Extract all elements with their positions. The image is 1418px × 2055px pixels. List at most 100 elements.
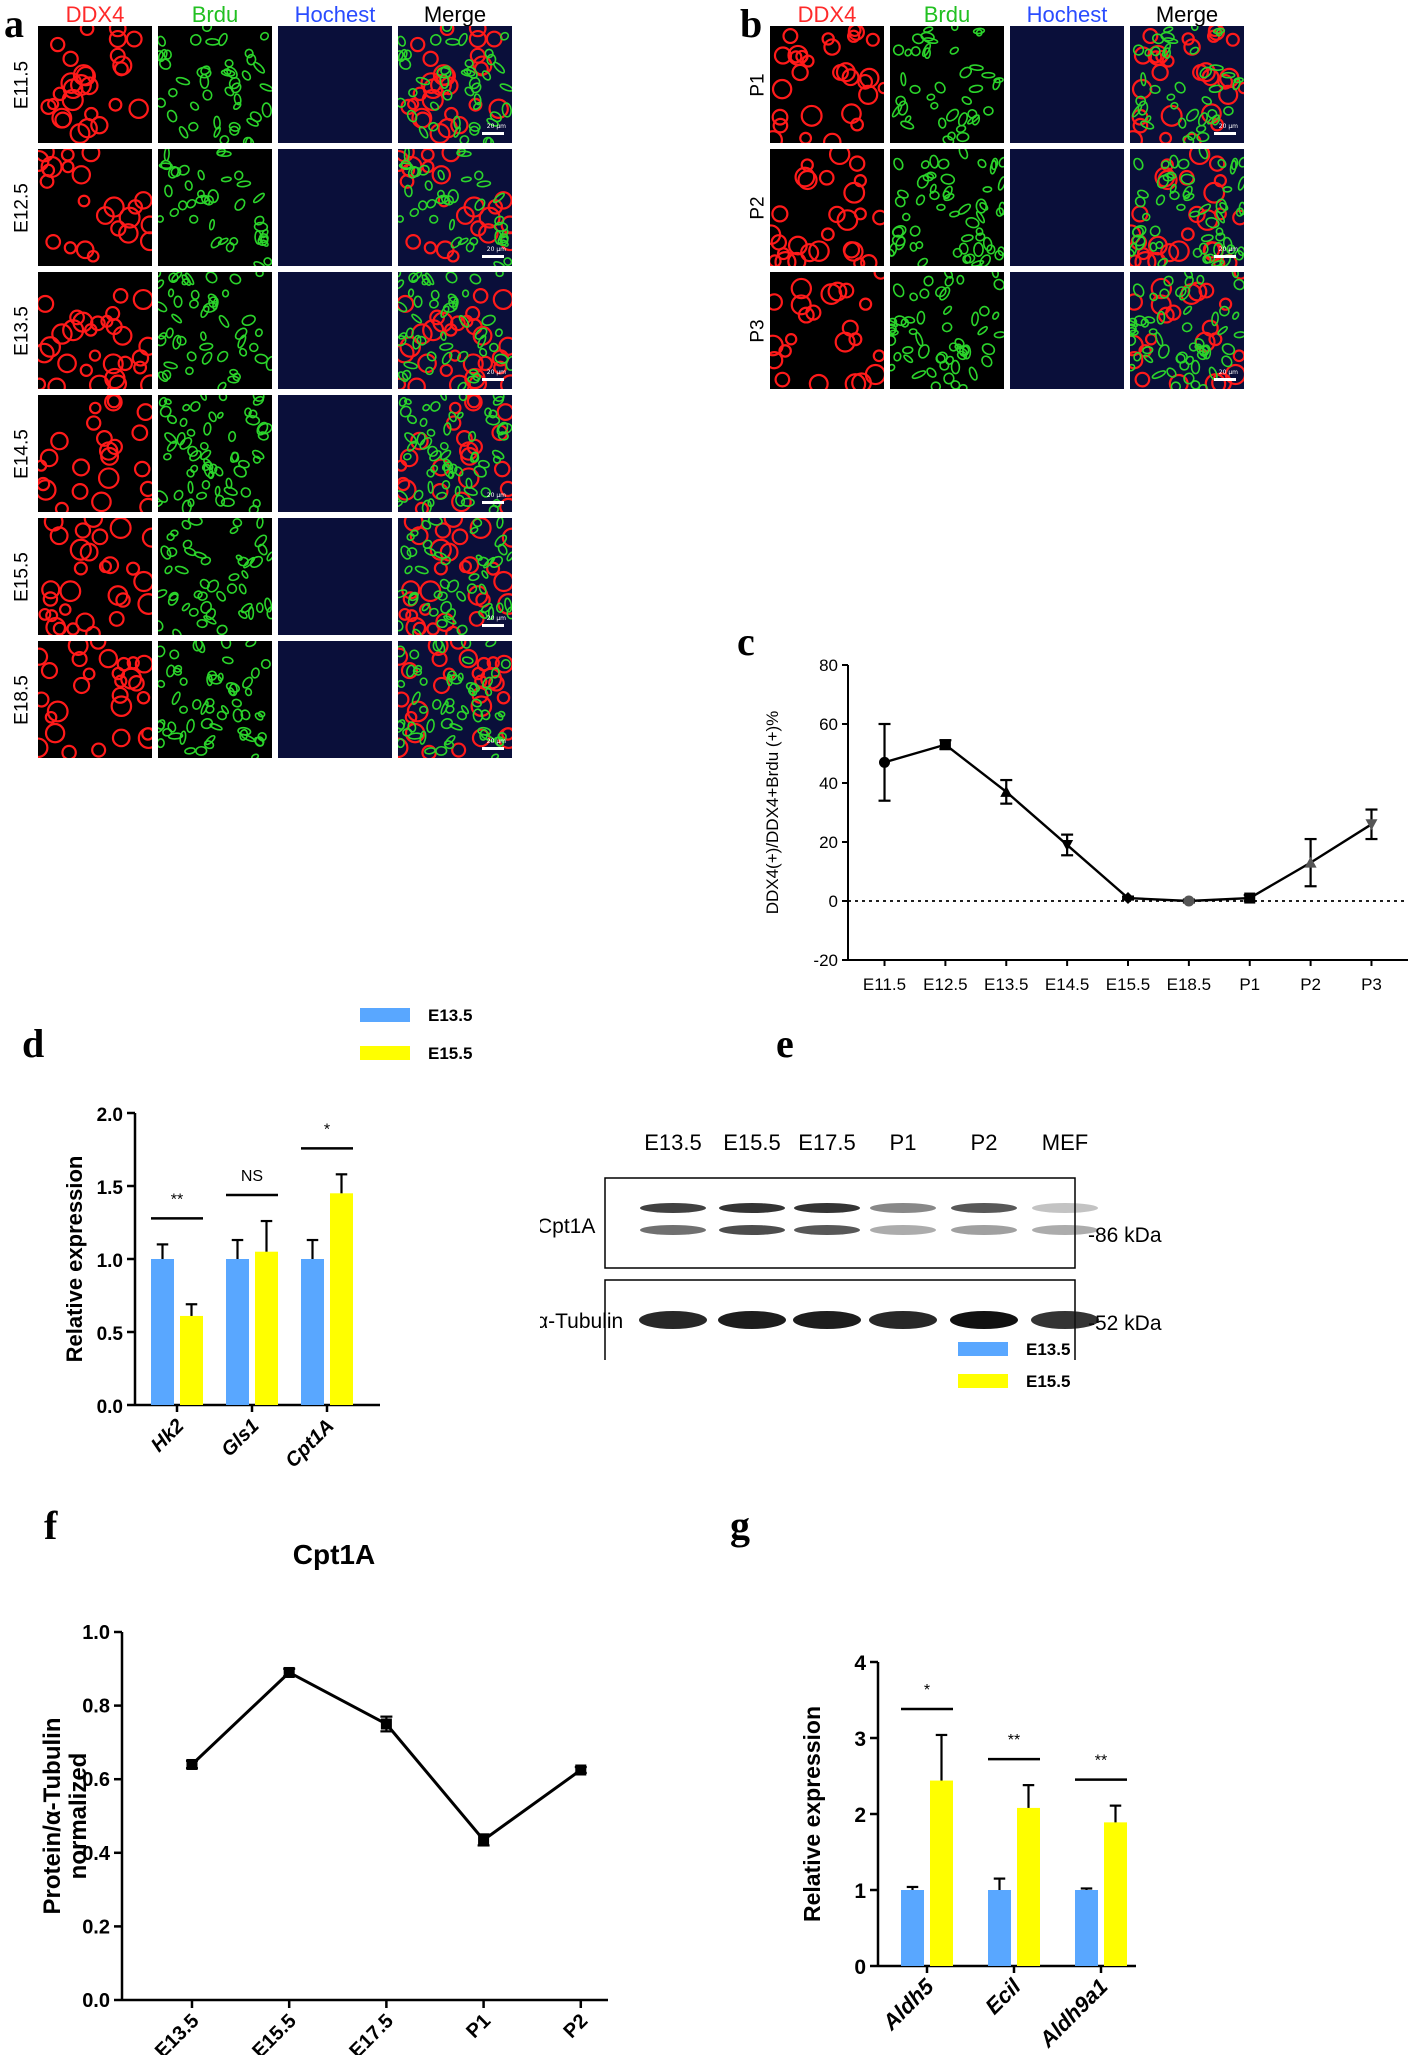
brdu-cell [416, 335, 427, 346]
brdu-cell [158, 589, 168, 599]
brdu-cell [448, 218, 456, 231]
brdu-cell [1130, 323, 1137, 335]
data-point [1183, 895, 1195, 907]
ddx4-cell [40, 662, 59, 680]
micrograph-b-p2-blue [1010, 149, 1124, 266]
brdu-cell [494, 736, 505, 747]
brdu-cell [943, 372, 955, 385]
legend-label: E13.5 [428, 1006, 472, 1025]
band-cpt1a-upper [640, 1203, 706, 1213]
x-tick-label: Hk2 [147, 1415, 189, 1457]
brdu-cell [441, 351, 453, 365]
brdu-cell [947, 131, 956, 141]
brdu-cell [471, 698, 483, 708]
brdu-cell [187, 480, 194, 494]
brdu-cell [400, 545, 412, 560]
brdu-cell [440, 331, 447, 341]
brdu-cell [192, 641, 204, 652]
brdu-cell [167, 721, 177, 733]
brdu-cell [252, 455, 262, 464]
brdu-cell [240, 487, 252, 498]
ddx4-cell [88, 349, 102, 362]
y-tick-label: 0 [829, 892, 838, 911]
ddx4-cell [499, 497, 512, 512]
ddx4-cell [110, 695, 133, 718]
brdu-cell [1148, 328, 1158, 335]
brdu-cell [890, 329, 899, 336]
brdu-cell [1130, 363, 1136, 372]
brdu-cell [470, 82, 482, 94]
brdu-cell [259, 31, 270, 41]
chart-title: Cpt1A [293, 1539, 375, 1570]
brdu-cell [1159, 288, 1170, 299]
brdu-cell [497, 710, 506, 718]
brdu-cell [216, 710, 228, 721]
ddx4-cell [398, 691, 410, 708]
brdu-cell [422, 403, 431, 412]
ddx4-cell [100, 314, 114, 328]
ddx4-cell [464, 395, 483, 412]
brdu-cell [983, 106, 994, 116]
brdu-cell [186, 718, 195, 733]
micrograph-b-p1-red [770, 26, 884, 143]
brdu-cell [463, 486, 478, 496]
brdu-cell [201, 479, 211, 490]
brdu-cell [468, 430, 477, 443]
ddx4-cell [140, 215, 152, 235]
micrograph-a-e14-5-red [38, 395, 152, 512]
ddx4-cell [38, 647, 49, 666]
ddx4-cell [770, 351, 784, 370]
brdu-cell [981, 71, 996, 79]
brdu-cell [220, 704, 230, 715]
x-tick-label: E12.5 [923, 975, 967, 994]
brdu-cell [398, 720, 405, 730]
brdu-cell [409, 529, 419, 537]
x-tick-label: Cpt1A [281, 1415, 338, 1472]
brdu-cell [961, 96, 972, 105]
nuclei-background [1010, 272, 1124, 389]
ddx4-cell [451, 528, 469, 546]
brdu-cell [158, 335, 167, 347]
ddx4-cell [140, 374, 152, 389]
brdu-cell [464, 59, 474, 68]
brdu-cell [443, 422, 452, 436]
x-tick-label: E17.5 [345, 2010, 398, 2055]
ddx4-cell [72, 458, 91, 477]
brdu-cell [449, 723, 463, 731]
brdu-cell [893, 315, 907, 327]
brdu-cell [400, 159, 412, 171]
brdu-cell [429, 449, 442, 462]
brdu-cell [1151, 33, 1165, 45]
brdu-cell [990, 157, 999, 171]
ddx4-cell [471, 728, 491, 748]
brdu-cell [930, 101, 939, 110]
brdu-cell [1200, 234, 1214, 243]
brdu-cell [486, 53, 497, 66]
ddx4-cell [71, 165, 92, 185]
bar-E15-5 [180, 1315, 203, 1405]
y-tick-label: 20 [819, 833, 838, 852]
lane-label: E13.5 [644, 1130, 702, 1155]
brdu-cell [494, 328, 503, 338]
micrograph-b-p3-merge: 20 μm [1130, 272, 1244, 389]
brdu-cell [893, 351, 902, 362]
micrograph-image [158, 149, 272, 266]
brdu-cell [436, 618, 448, 629]
brdu-cell [404, 565, 413, 575]
ddx4-cell [106, 438, 123, 456]
nuclei-background [1010, 26, 1124, 143]
brdu-cell [458, 314, 470, 328]
panel-letter-f: f [44, 1503, 58, 1548]
ddx4-cell [38, 607, 52, 621]
brdu-cell [432, 699, 442, 710]
brdu-cell [956, 350, 968, 361]
ddx4-cell [44, 710, 58, 724]
brdu-cell [228, 430, 237, 443]
ddx4-cell [1213, 257, 1226, 266]
brdu-cell [484, 407, 492, 417]
brdu-cell [487, 606, 495, 620]
brdu-cell [411, 313, 423, 324]
brdu-cell [158, 162, 173, 170]
brdu-cell [920, 160, 930, 170]
bar-E13-5 [151, 1259, 174, 1405]
